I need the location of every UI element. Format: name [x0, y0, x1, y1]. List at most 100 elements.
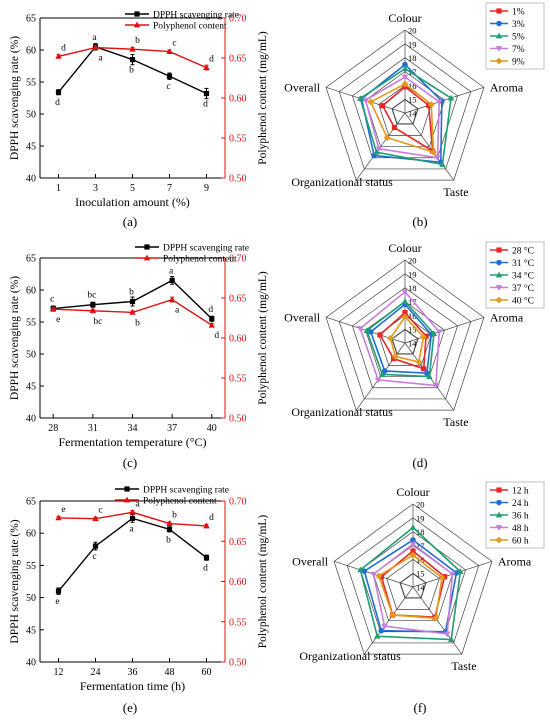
radar-ring — [351, 287, 459, 389]
legend-label: 28 °C — [512, 246, 534, 257]
radar-series-line — [359, 526, 462, 641]
radar-point — [421, 366, 427, 372]
significance-letter: a — [169, 266, 174, 276]
y-axis-title: DPPH scavenging rate (%) — [9, 276, 21, 400]
polyphenol-point — [208, 321, 215, 328]
radar-point — [447, 94, 455, 101]
polyphenol-point — [129, 309, 136, 315]
radar-point — [373, 148, 380, 155]
radar-point — [401, 313, 409, 321]
radar-ring — [386, 558, 440, 610]
polyphenol-point — [89, 307, 97, 314]
radar-point — [401, 65, 409, 72]
dpph-point — [166, 73, 173, 79]
significance-letter: b — [135, 36, 140, 46]
y-tick-label: 40 — [26, 174, 36, 185]
radar-point — [367, 98, 375, 106]
radar-point — [457, 568, 464, 575]
legend-label: 31 °C — [512, 258, 534, 269]
radar-tick-label: 20 — [416, 500, 425, 510]
radar-tick-label: 19 — [416, 513, 425, 523]
x-axis-title: Inoculation amount (%) — [75, 195, 190, 209]
radar-ring — [338, 273, 472, 400]
significance-letter: b — [135, 318, 140, 328]
x-tick-label: 34 — [128, 423, 138, 434]
polyphenol-point — [203, 522, 210, 529]
radar-series-line — [364, 76, 441, 159]
radar-point — [391, 124, 398, 131]
radar-axis-label: Organizational status — [291, 175, 393, 189]
polyphenol-point — [168, 296, 176, 302]
radar-point — [432, 383, 440, 389]
radar-point — [426, 373, 433, 379]
radar-series-line — [389, 315, 425, 363]
y-tick-label: 50 — [26, 350, 36, 361]
significance-letter: e — [56, 315, 60, 325]
y-tick-label: 55 — [26, 318, 36, 329]
significance-letter: b — [129, 288, 134, 298]
legend-label: DPPH scavenging rate — [163, 244, 249, 254]
significance-letter: e — [61, 505, 65, 515]
x-tick-label: 1 — [56, 183, 61, 194]
legend-swatch-marker — [495, 296, 503, 304]
legend-label: 24 h — [512, 499, 529, 509]
polyphenol-point — [92, 44, 99, 50]
radar-ring — [333, 503, 493, 655]
legend-label: 34 °C — [512, 271, 534, 282]
significance-letter: bc — [93, 317, 102, 327]
significance-letter: d — [209, 55, 214, 65]
radar-ring — [391, 99, 419, 125]
significance-letter: b — [129, 66, 134, 76]
legend-swatch-marker — [133, 21, 141, 28]
radar-point — [415, 358, 423, 366]
radar-tick-label: 18 — [408, 53, 417, 63]
y2-tick-label: 0.70 — [229, 254, 247, 265]
line-chart-panel-1: 40 45 50 55 60 65 0.50 0.55 0.60 0.65 0.70 1 3 5 7 9 Ino… — [9, 11, 269, 230]
y-tick-label: 65 — [26, 497, 36, 508]
dpph-point — [55, 588, 62, 594]
dpph-point — [209, 316, 215, 322]
panel-label: (e) — [123, 700, 137, 715]
dpph-point — [129, 57, 136, 63]
legend-swatch-marker — [496, 487, 502, 493]
legend-swatch-marker — [143, 254, 151, 261]
significance-letter: c — [172, 39, 176, 49]
radar-point — [391, 356, 397, 362]
polyphenol-point — [55, 514, 62, 521]
radar-series-line — [372, 543, 454, 635]
radar-point — [401, 74, 409, 81]
y2-tick-label: 0.55 — [229, 374, 247, 385]
radar-point — [401, 298, 409, 304]
radar-point — [426, 102, 432, 108]
panel-label: (c) — [123, 455, 137, 470]
radar-point — [409, 541, 417, 548]
radar-point — [357, 95, 364, 101]
radar-ring — [338, 43, 472, 170]
radar-chart-panel-1: 14151617181920ColourAromaTasteOrganizati… — [284, 2, 545, 229]
x-tick-label: 24 — [91, 667, 101, 678]
legend-label: 60 h — [512, 537, 529, 547]
dpph-point — [92, 543, 99, 549]
legend-label: Polyphenol content — [143, 497, 217, 507]
y-tick-label: 50 — [26, 593, 36, 604]
y-tick-label: 65 — [26, 14, 36, 25]
radar-ring — [325, 259, 485, 411]
y2-tick-label: 0.50 — [229, 658, 247, 669]
significance-letter: d — [214, 331, 219, 341]
radar-axis-label: Overall — [284, 310, 321, 324]
radar-point — [387, 334, 394, 342]
radar-axis-label: Organizational status — [299, 649, 401, 663]
radar-tick-label: 19 — [408, 39, 417, 49]
y-tick-label: 45 — [26, 142, 36, 153]
radar-tick-label: 19 — [408, 269, 417, 279]
dpph-point — [203, 90, 210, 97]
radar-point — [357, 326, 364, 332]
y-tick-label: 65 — [26, 254, 36, 265]
radar-chart-panel-3: 14151617181920ColourAromaTasteOrganizati… — [292, 481, 545, 715]
legend-label: 3% — [512, 20, 525, 30]
legend-swatch-marker — [496, 20, 502, 27]
radar-axis-label: Colour — [388, 11, 421, 25]
radar-point — [430, 330, 438, 336]
radar-point — [436, 99, 443, 106]
radar-series-line — [365, 300, 435, 378]
